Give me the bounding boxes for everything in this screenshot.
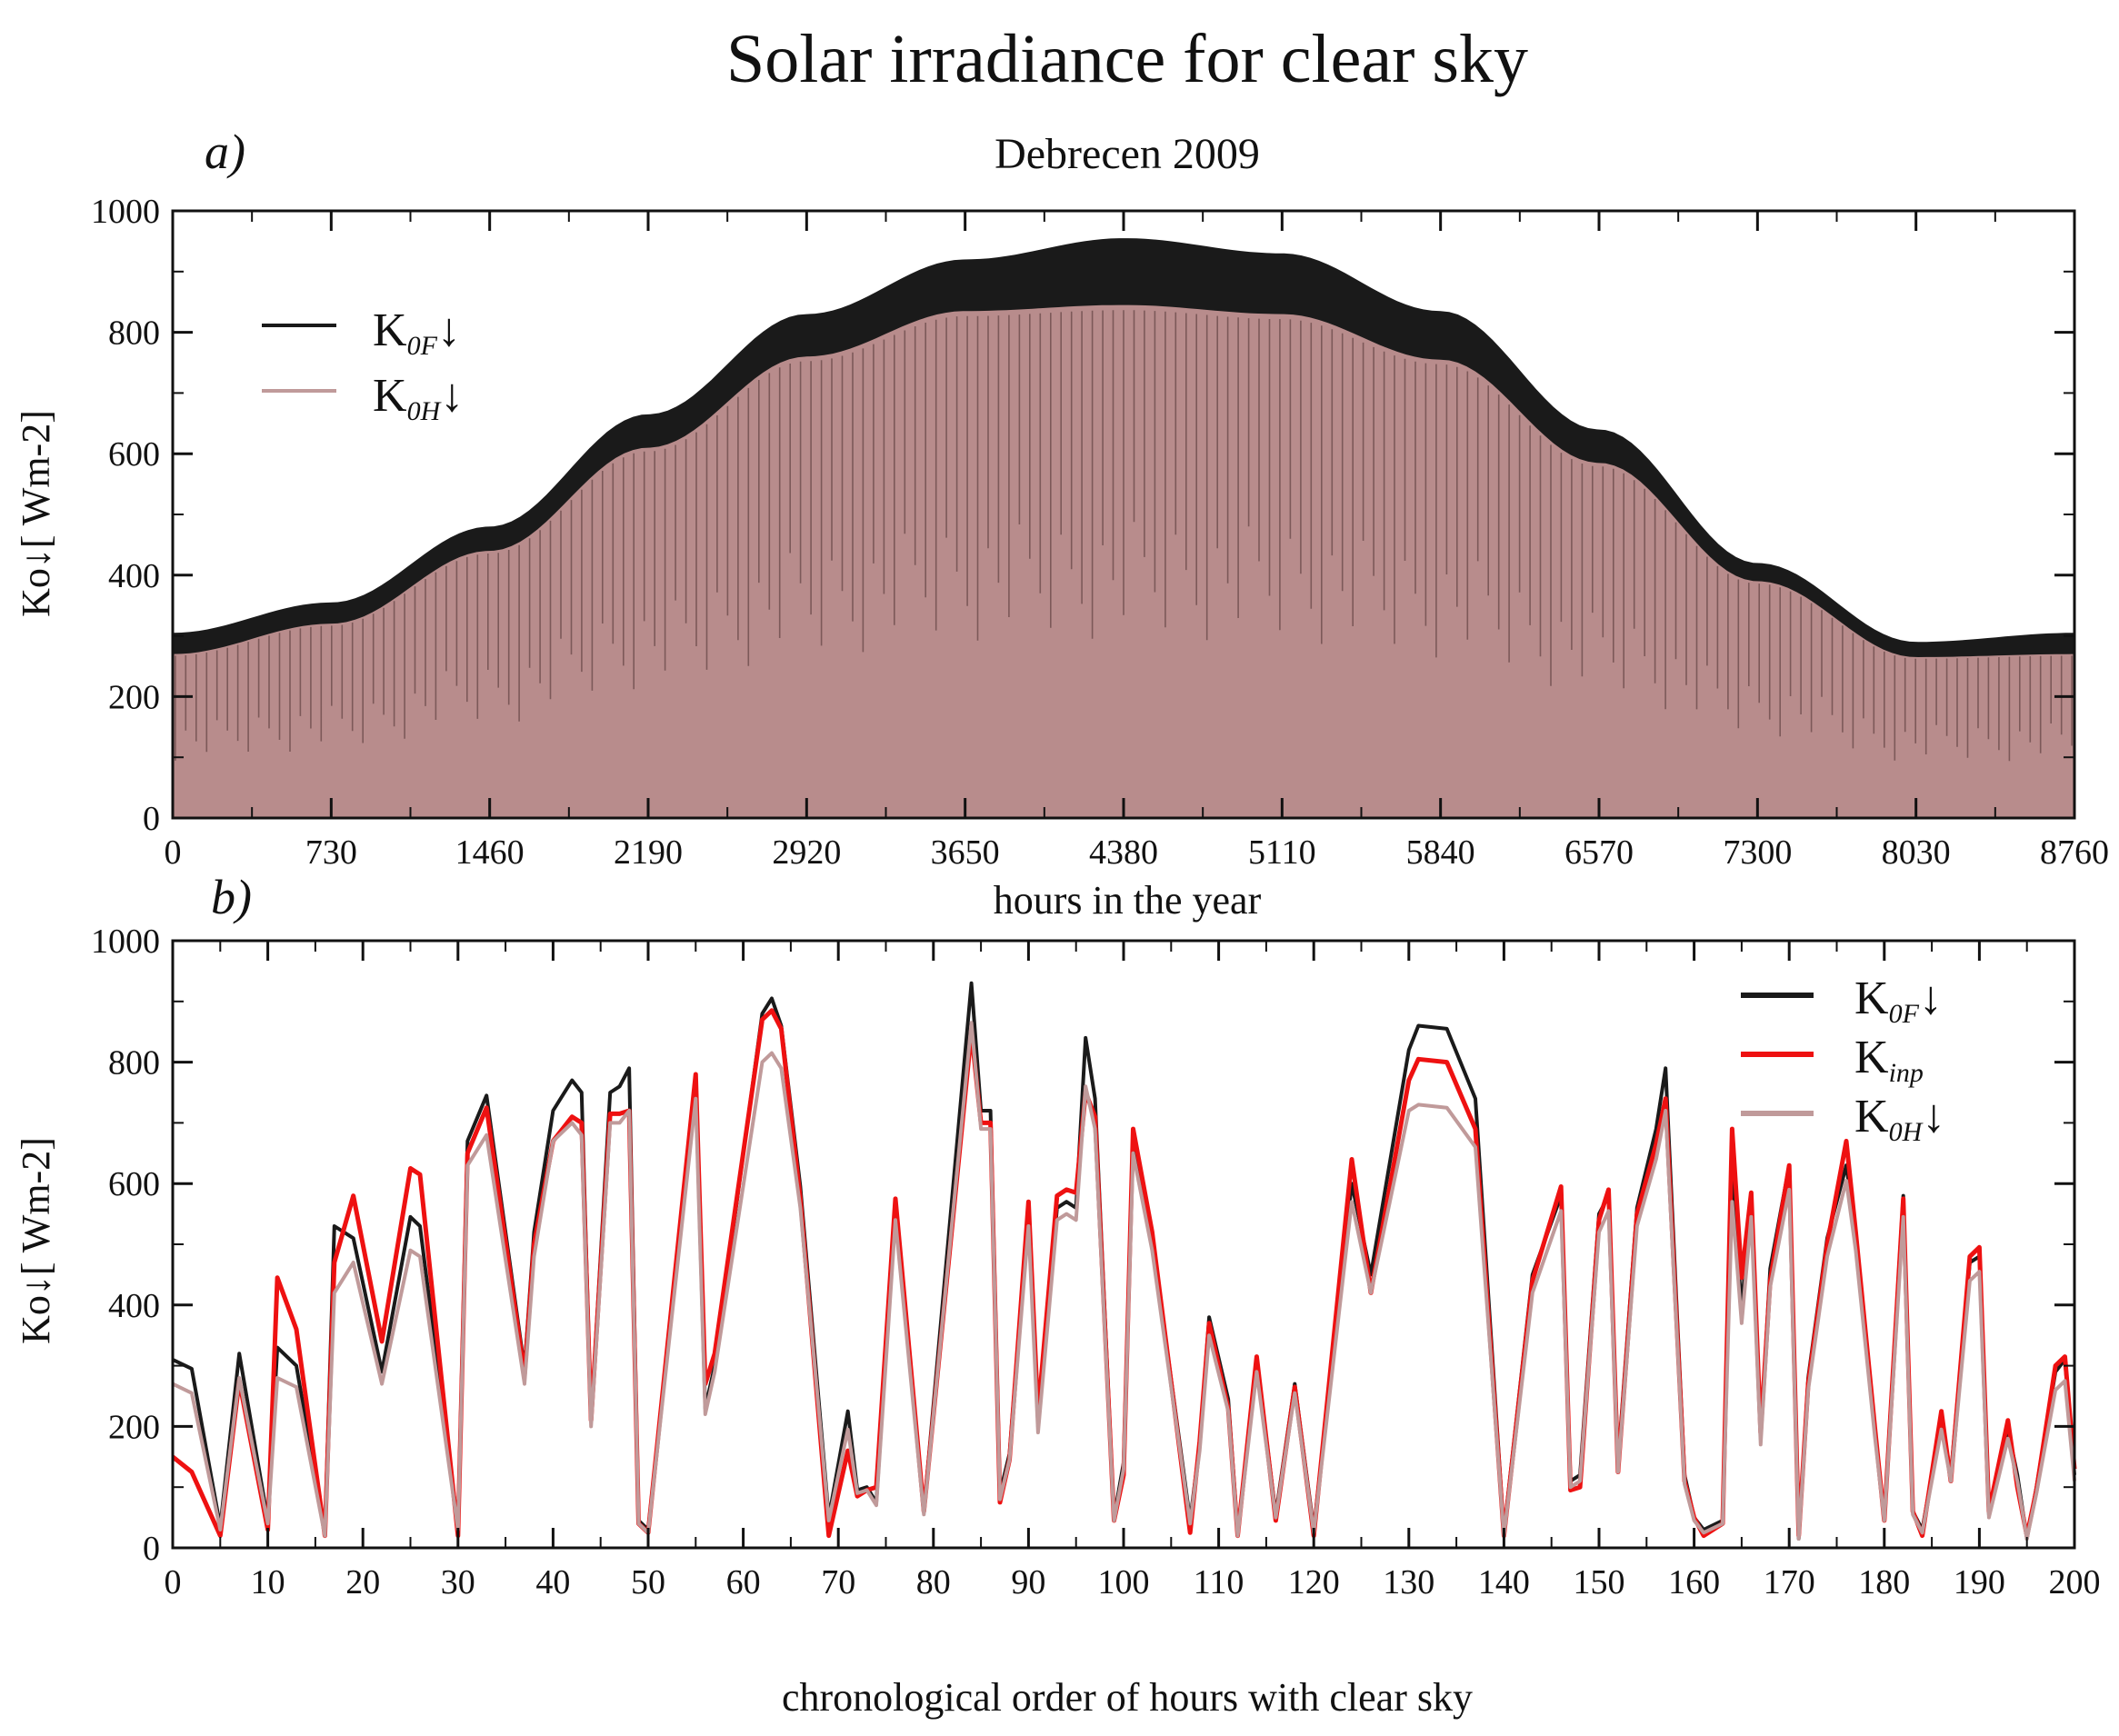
panel-b-plot-area: 0 200 400 600 800 1000 0 10 20 30 40 50 60 70 80 90 100 1… (91, 923, 2101, 1601)
legend-k0f-arrow: ↓ (1919, 973, 1943, 1024)
panel-b-ytick-label: 1000 (91, 923, 160, 961)
legend-entry-k0f: K0F↓ (1854, 973, 1943, 1029)
panel-a-xtick-label: 5840 (1406, 833, 1475, 872)
legend-k0h-sub: 0H (407, 396, 443, 426)
panel-b-xtick-label: 100 (1098, 1563, 1150, 1601)
legend-k0h-sub: 0H (1889, 1117, 1924, 1147)
panel-b-xtick-label: 120 (1288, 1563, 1340, 1601)
panel-a-y-axis-title: Ko↓[ Wm-2] (14, 410, 58, 617)
panel-b-ytick-label: 800 (108, 1044, 160, 1083)
panel-a: a) Debrecen 2009 0 200 400 600 800 1000 0 730 14… (14, 125, 2109, 923)
panel-b-xtick-label: 0 (165, 1563, 182, 1601)
panel-a-xtick-label: 5110 (1248, 833, 1316, 872)
panel-a-title: Debrecen 2009 (995, 130, 1260, 178)
legend-kinp-main: K (1854, 1032, 1889, 1083)
legend-k0h-main: K (1854, 1091, 1889, 1142)
panel-a-ytick-label: 600 (108, 435, 160, 474)
panel-a-ytick-label: 200 (108, 678, 160, 716)
panel-a-xtick-label: 6570 (1564, 833, 1634, 872)
panel-b: b) 0 200 400 600 800 1000 0 10 20 30 40 50 60 70 80 90 1… (14, 870, 2101, 1720)
panel-b-label: b) (211, 870, 252, 924)
panel-a-xtick-label: 0 (165, 833, 182, 872)
series-kinp-line (171, 1008, 2077, 1539)
panel-a-xtick-label: 2920 (772, 833, 841, 872)
panel-b-xtick-label: 140 (1478, 1563, 1530, 1601)
panel-b-xtick-label: 110 (1194, 1563, 1244, 1601)
panel-b-xtick-label: 180 (1858, 1563, 1910, 1601)
panel-b-xtick-label: 60 (726, 1563, 761, 1601)
panel-b-xtick-label: 130 (1383, 1563, 1434, 1601)
panel-a-legend: K0F↓ K0H↓ (262, 304, 464, 426)
panel-b-xtick-label: 30 (441, 1563, 475, 1601)
panel-b-xtick-label: 80 (916, 1563, 951, 1601)
panel-b-legend: K0F↓ Kinp K0H↓ (1741, 973, 1945, 1147)
panel-b-xtick-label: 40 (535, 1563, 570, 1601)
panel-a-xtick-label: 7300 (1723, 833, 1792, 872)
panel-b-x-axis-title: chronological order of hours with clear … (782, 1675, 1473, 1720)
legend-entry-k0h: K0H↓ (1854, 1091, 1945, 1147)
panel-b-xtick-label: 160 (1668, 1563, 1720, 1601)
panel-b-xtick-label: 10 (251, 1563, 285, 1601)
panel-a-xtick-label: 3650 (931, 833, 1000, 872)
panel-a-plot-area: 0 200 400 600 800 1000 0 730 1460 2190 2920 3650 438… (91, 193, 2109, 872)
series-k0h-line (172, 1021, 2076, 1541)
legend-kinp-sub: inp (1889, 1058, 1924, 1088)
panel-b-ytick-label: 0 (143, 1530, 160, 1568)
panel-a-xtick-label: 4380 (1089, 833, 1158, 872)
legend-k0f-sub: 0F (1889, 999, 1920, 1029)
legend-k0h-arrow: ↓ (1922, 1091, 1945, 1142)
legend-k0f-main: K (1854, 973, 1889, 1024)
panel-a-ytick-label: 0 (143, 800, 160, 838)
panel-b-xtick-label: 50 (631, 1563, 665, 1601)
legend-entry-k0f: K0F↓ (373, 304, 461, 361)
panel-a-xtick-label: 2190 (614, 833, 683, 872)
legend-k0f-main: K (373, 304, 407, 356)
panel-a-label: a) (205, 125, 245, 179)
panel-b-ytick-label: 200 (108, 1408, 160, 1446)
panel-a-xtick-label: 1460 (455, 833, 525, 872)
panel-a-x-axis-title: hours in the year (994, 878, 1262, 923)
panel-b-xtick-label: 70 (821, 1563, 855, 1601)
panel-b-xtick-label: 190 (1954, 1563, 2005, 1601)
panel-b-xtick-label: 150 (1574, 1563, 1625, 1601)
panel-b-xtick-label: 170 (1764, 1563, 1815, 1601)
panel-b-y-axis-title: Ko↓[ Wm-2] (14, 1137, 58, 1344)
panel-a-xtick-label: 8760 (2040, 833, 2109, 872)
legend-entry-k0h: K0H↓ (373, 370, 464, 426)
legend-k0h-arrow: ↓ (440, 370, 464, 422)
legend-k0h-main: K (373, 370, 407, 422)
panel-b-xtick-label: 20 (345, 1563, 380, 1601)
panel-b-xtick-label: 90 (1011, 1563, 1045, 1601)
panel-a-ytick-label: 400 (108, 557, 160, 595)
panel-b-ytick-label: 400 (108, 1287, 160, 1325)
legend-k0f-sub: 0F (407, 331, 438, 361)
legend-entry-kinp: Kinp (1854, 1032, 1924, 1088)
panel-b-ytick-label: 600 (108, 1165, 160, 1203)
panel-a-ytick-label: 800 (108, 314, 160, 353)
panel-b-xtick-label: 200 (2049, 1563, 2101, 1601)
panel-a-xtick-label: 8030 (1882, 833, 1951, 872)
legend-k0f-arrow: ↓ (437, 304, 461, 356)
panel-a-xtick-label: 730 (305, 833, 357, 872)
panel-a-ytick-label: 1000 (91, 193, 160, 231)
series-k0h-daily-spikes (175, 310, 2073, 762)
figure-title: Solar irradiance for clear sky (726, 21, 1528, 97)
